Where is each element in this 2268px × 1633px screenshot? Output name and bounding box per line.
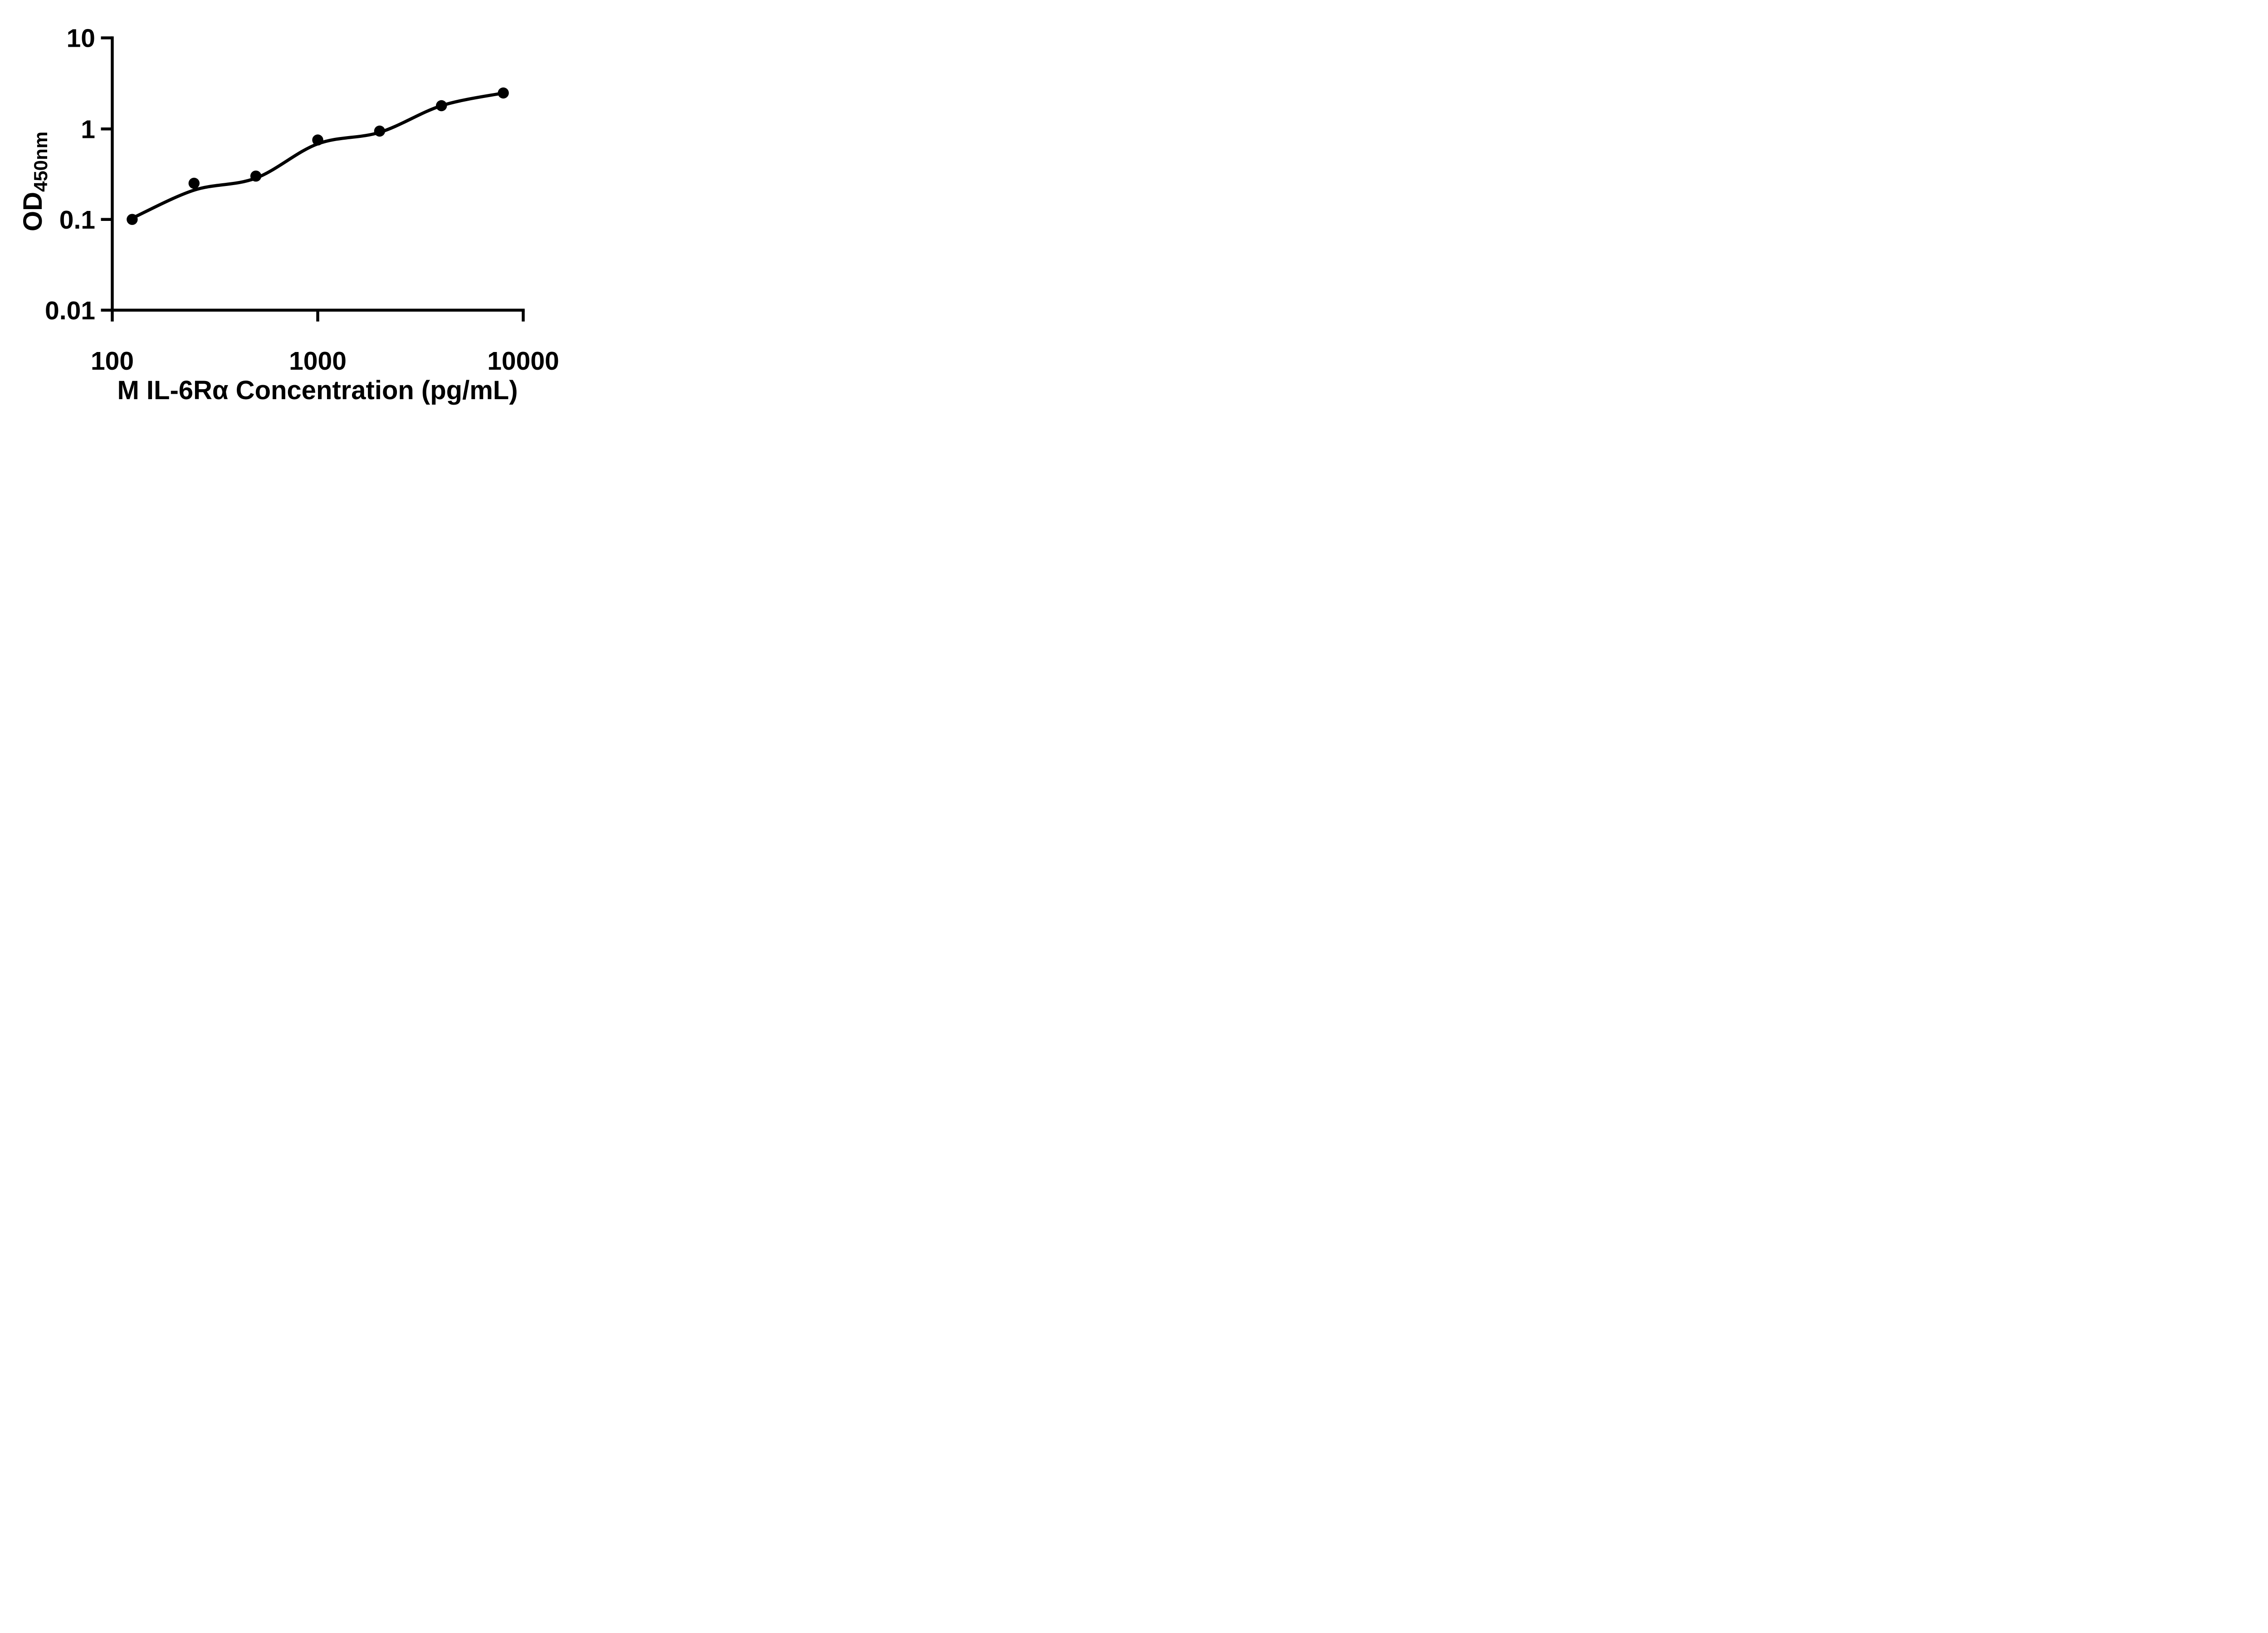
x-tick-label-100: 100 (91, 347, 134, 376)
fit-curve-line (130, 91, 505, 220)
data-point-marker (312, 134, 323, 146)
y-tick-label-0-01: 0.01 (45, 296, 95, 325)
data-point-marker (436, 100, 447, 112)
data-point-marker (188, 177, 200, 189)
y-axis-title-subscript: 450nm (30, 132, 51, 192)
y-axis-title-main: OD (18, 192, 48, 231)
y-tick-label-0-1: 0.1 (59, 205, 95, 235)
x-axis-title: M IL-6Rα Concentration (pg/mL) (117, 376, 518, 405)
data-point-marker (498, 87, 509, 99)
data-points (127, 87, 509, 225)
x-tick-label-1000: 1000 (289, 347, 347, 376)
data-point-marker (374, 125, 386, 137)
y-tick-label-10: 10 (67, 24, 95, 53)
chart-canvas: 10 1 0.1 0.01 100 1000 10000 M IL-6Rα Co… (18, 24, 559, 406)
data-point-marker (127, 214, 138, 225)
y-axis-title: OD450nm (18, 132, 51, 231)
y-tick-label-1: 1 (81, 115, 95, 144)
x-tick-label-10000: 10000 (487, 347, 559, 376)
data-point-marker (250, 171, 262, 182)
elisa-standard-curve-figure: 10 1 0.1 0.01 100 1000 10000 M IL-6Rα Co… (0, 0, 583, 408)
